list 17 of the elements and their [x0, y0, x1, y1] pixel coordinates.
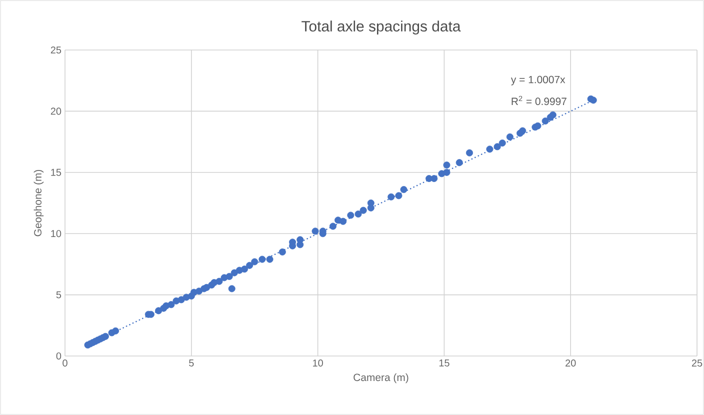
y-tick-label: 25 — [50, 46, 62, 54]
y-tick-label: 0 — [56, 352, 62, 360]
x-tick-label: 10 — [313, 360, 323, 367]
x-tick-label: 15 — [439, 360, 450, 366]
y-tick-label: 20 — [50, 108, 62, 115]
x-tick-label: 25 — [692, 360, 702, 367]
annotation: y = 1.0007x — [510, 76, 566, 86]
y-tick-label: 15 — [51, 168, 62, 176]
x-tick-label: 20 — [566, 360, 576, 367]
y-tick-label: 10 — [51, 230, 62, 238]
x-tick-label: 0 — [62, 360, 68, 367]
y-axis-title: Geophone (m) — [34, 170, 44, 236]
chart-title: Total axle spacings data — [302, 20, 461, 34]
x-tick-label: 5 — [189, 360, 194, 366]
annotation: R$^{2}$ = 0.9997 — [512, 96, 566, 106]
x-axis-title: Camera (m) — [354, 373, 408, 384]
y-tick-label: 5 — [56, 291, 62, 298]
